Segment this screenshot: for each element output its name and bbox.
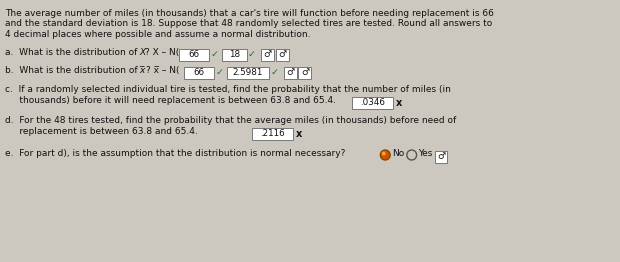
Text: ✓: ✓ <box>270 68 278 77</box>
Text: .0346: .0346 <box>360 98 385 107</box>
Text: ♂: ♂ <box>437 152 445 161</box>
Text: ♂: ♂ <box>286 68 294 77</box>
Text: ? X – N(: ? X – N( <box>145 48 179 57</box>
Text: ♂: ♂ <box>264 50 272 59</box>
FancyBboxPatch shape <box>184 67 214 79</box>
Text: No: No <box>392 149 404 158</box>
Text: b.  What is the distribution of: b. What is the distribution of <box>5 66 140 75</box>
Text: x: x <box>396 98 402 108</box>
Circle shape <box>380 150 390 160</box>
Text: x̅: x̅ <box>140 66 144 75</box>
FancyBboxPatch shape <box>352 96 392 108</box>
Text: c.  If a randomly selected individual tire is tested, find the probability that : c. If a randomly selected individual tir… <box>5 85 451 94</box>
FancyBboxPatch shape <box>179 48 210 61</box>
Text: ♂: ♂ <box>301 68 309 77</box>
Text: e.  For part d), is the assumption that the distribution is normal necessary?: e. For part d), is the assumption that t… <box>5 149 345 158</box>
FancyBboxPatch shape <box>435 150 448 162</box>
FancyBboxPatch shape <box>284 67 296 79</box>
FancyBboxPatch shape <box>227 67 269 79</box>
FancyBboxPatch shape <box>252 128 293 139</box>
FancyBboxPatch shape <box>222 48 247 61</box>
Text: 66: 66 <box>188 50 200 59</box>
Text: .2116: .2116 <box>260 129 285 138</box>
Text: ✓: ✓ <box>216 68 224 77</box>
Text: replacement is between 63.8 and 65.4.: replacement is between 63.8 and 65.4. <box>5 127 198 136</box>
Text: ? x̅ – N(: ? x̅ – N( <box>146 66 180 75</box>
Text: 4 decimal places where possible and assume a normal distribution.: 4 decimal places where possible and assu… <box>5 30 311 39</box>
Text: 18: 18 <box>229 50 240 59</box>
Text: a.  What is the distribution of: a. What is the distribution of <box>5 48 140 57</box>
FancyBboxPatch shape <box>298 67 311 79</box>
Text: ♂: ♂ <box>278 50 286 59</box>
Text: 2.5981: 2.5981 <box>233 68 263 77</box>
FancyBboxPatch shape <box>261 48 274 61</box>
Text: and the standard deviation is 18. Suppose that 48 randomly selected tires are te: and the standard deviation is 18. Suppos… <box>5 19 492 29</box>
Text: x: x <box>296 129 303 139</box>
FancyBboxPatch shape <box>276 48 289 61</box>
Circle shape <box>382 151 386 156</box>
Text: The average number of miles (in thousands) that a car's tire will function befor: The average number of miles (in thousand… <box>5 9 494 18</box>
Text: 66: 66 <box>193 68 205 77</box>
Text: d.  For the 48 tires tested, find the probability that the average miles (in tho: d. For the 48 tires tested, find the pro… <box>5 116 456 125</box>
Text: Yes: Yes <box>418 149 433 158</box>
Text: X: X <box>140 48 145 57</box>
Text: ✓: ✓ <box>211 50 219 59</box>
Circle shape <box>407 150 417 160</box>
Text: thousands) before it will need replacement is between 63.8 and 65.4.: thousands) before it will need replaceme… <box>5 96 336 105</box>
Text: ✓: ✓ <box>248 50 256 59</box>
